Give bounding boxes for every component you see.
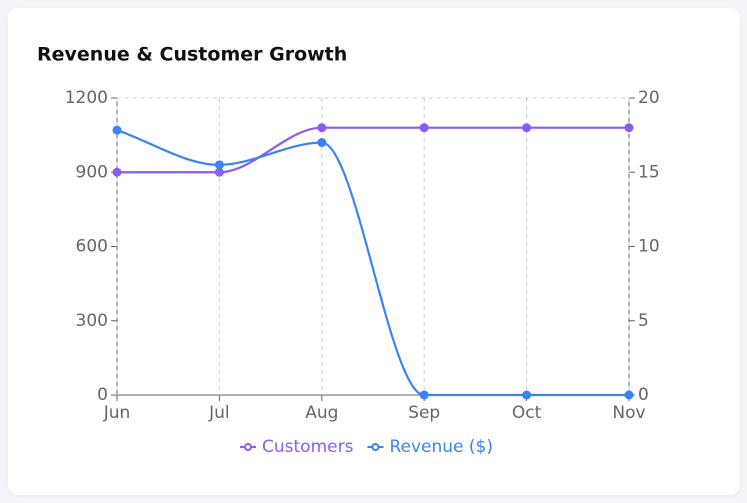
- x-tick-label: Jul: [208, 403, 230, 423]
- x-tick-label: Sep: [408, 403, 440, 423]
- y-tick-label: 900: [76, 162, 108, 182]
- point: [214, 160, 224, 170]
- point: [317, 123, 327, 133]
- chart-title: Revenue & Customer Growth: [37, 44, 347, 66]
- legend-icon-dot: [371, 443, 380, 451]
- legend-icon-dot: [244, 443, 252, 451]
- y-tick-label: 600: [76, 237, 108, 257]
- y2-tick-label: 0: [638, 385, 649, 405]
- y2-tick-label: 15: [638, 162, 660, 182]
- y-tick-label: 1200: [65, 88, 108, 108]
- point: [624, 390, 634, 400]
- x-tick-label: Aug: [305, 403, 338, 423]
- x-tick-label: Oct: [512, 403, 542, 423]
- y2-tick-label: 10: [638, 237, 660, 257]
- point: [317, 138, 327, 148]
- x-tick-label: Jun: [103, 403, 131, 423]
- series-line: [116, 129, 629, 397]
- y-tick-label: 300: [76, 311, 108, 331]
- point: [522, 123, 532, 133]
- point: [522, 390, 532, 400]
- y2-tick-label: 5: [638, 311, 649, 331]
- x-tick-label: Nov: [612, 403, 645, 423]
- point: [624, 123, 634, 133]
- point: [112, 125, 122, 135]
- point: [419, 390, 429, 400]
- series-line: [117, 126, 629, 174]
- y2-tick-label: 20: [638, 88, 660, 108]
- point: [214, 167, 224, 177]
- card: [8, 8, 740, 495]
- legend-label: Revenue ($): [389, 437, 493, 457]
- y-tick-label: 0: [97, 385, 108, 405]
- legend-label: Customers: [262, 437, 354, 457]
- point: [112, 167, 122, 177]
- point: [419, 123, 429, 133]
